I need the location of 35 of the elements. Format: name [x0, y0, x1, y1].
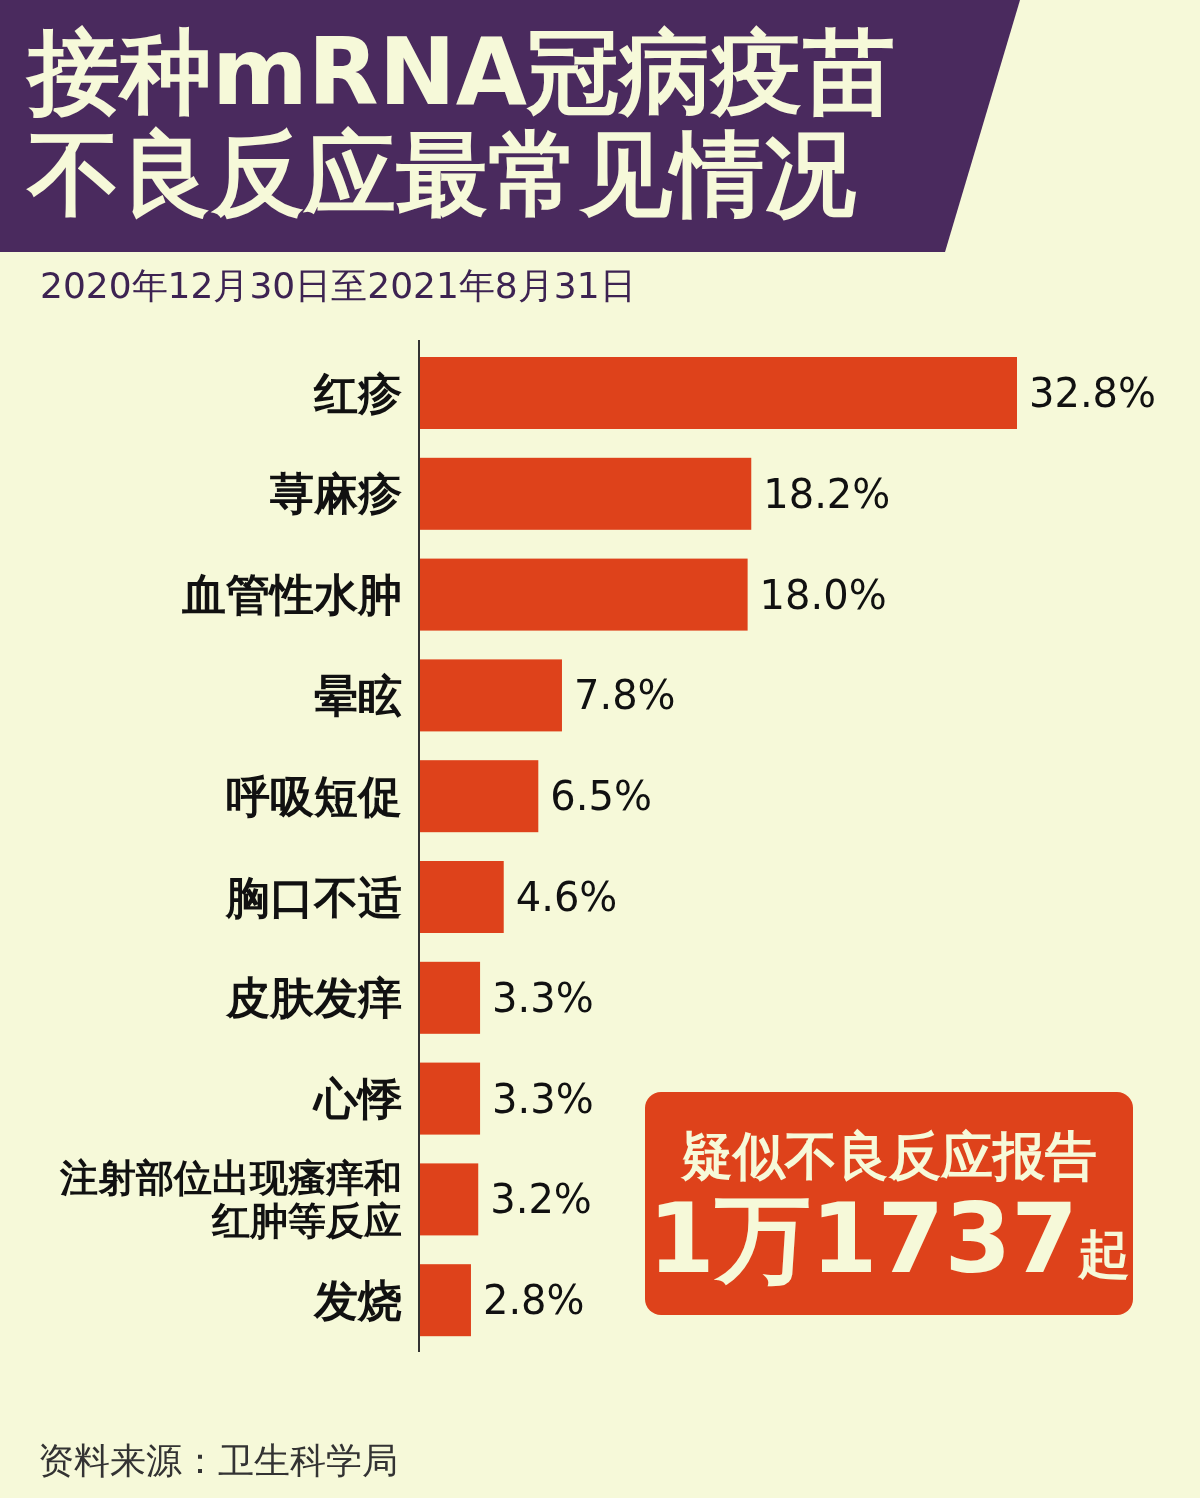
annotation: 1万1737起	[648, 1183, 1130, 1295]
data-label: 7.8%	[573, 672, 676, 719]
y-tick-label: 注射部位出现瘙痒和红肿等反应	[59, 1155, 402, 1244]
bar	[420, 1062, 481, 1135]
bar	[420, 558, 748, 631]
text: 资料来源：卫生科学局	[38, 1439, 398, 1481]
data-label: 3.3%	[492, 1075, 594, 1122]
bar	[420, 1163, 479, 1236]
y-tick-label: 皮肤发痒	[225, 972, 402, 1024]
data-label: 2.8%	[482, 1277, 585, 1324]
data-label: 6.5%	[550, 773, 652, 820]
data-label: 18.0%	[759, 571, 887, 618]
bar	[420, 1264, 471, 1337]
data-label: 3.3%	[492, 974, 594, 1021]
data-label: 3.2%	[490, 1176, 592, 1223]
y-tick-label: 红疹	[313, 367, 402, 419]
data-label: 4.6%	[515, 874, 618, 920]
bar	[420, 457, 752, 530]
data-label: 32.8%	[1029, 370, 1157, 416]
y-tick-label: 心悸	[312, 1073, 402, 1125]
bar	[420, 357, 1017, 429]
bar	[420, 861, 504, 933]
y-tick-label: 血管性水肿	[181, 569, 402, 621]
y-tick-label: 晕眩	[314, 669, 402, 721]
data-label: 18.2%	[763, 470, 891, 517]
chart-subtitle: 2020年12月30日至2021年8月31日	[40, 264, 636, 308]
chart-title: 接种mRNA冠病疫苗不良反应最常见情况	[28, 19, 896, 228]
annotation: 疑似不良反应报告	[680, 1126, 1097, 1186]
y-tick-label: 荨麻疹	[269, 468, 402, 520]
bar	[420, 659, 562, 732]
y-tick-label: 呼吸短促	[226, 770, 402, 822]
bar	[420, 760, 539, 833]
y-tick-label: 胸口不适	[225, 871, 402, 923]
y-tick-label: 发烧	[313, 1274, 402, 1326]
bar	[420, 961, 481, 1034]
